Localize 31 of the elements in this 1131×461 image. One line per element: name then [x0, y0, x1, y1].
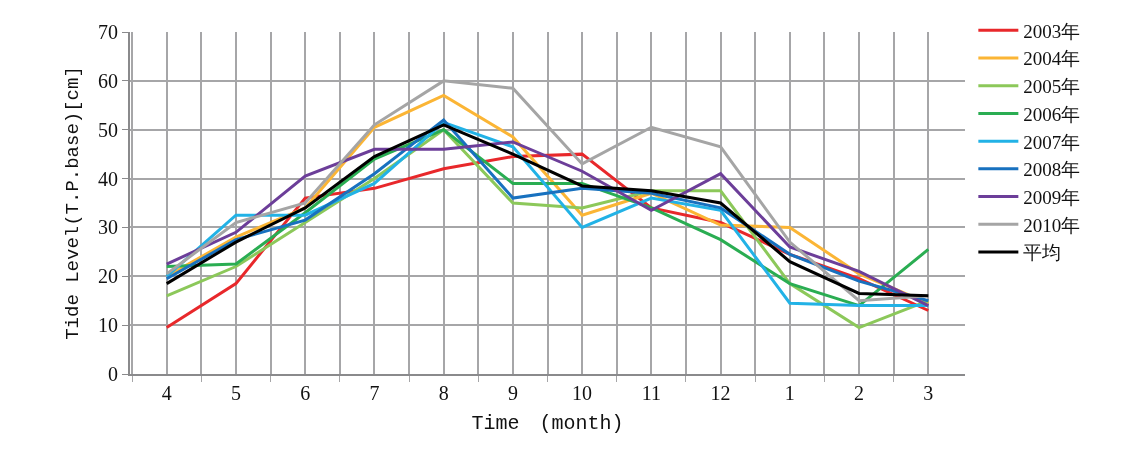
x-tick-label: 1 — [784, 382, 795, 404]
y-axis-title: Tide Level(T.P.base)[cm] — [62, 66, 85, 340]
x-tick-label: 4 — [161, 382, 172, 404]
legend-label: 平均 — [1023, 242, 1062, 264]
x-tick-label: 10 — [572, 382, 593, 404]
x-tick-label: 6 — [300, 382, 311, 404]
legend-label: 2003年 — [1023, 20, 1081, 42]
x-tick-label: 3 — [923, 382, 934, 404]
legend-label: 2006年 — [1023, 103, 1081, 125]
x-tick-label: 12 — [710, 382, 731, 404]
y-tick-label: 20 — [98, 265, 118, 288]
x-axis-title: Time (month) — [471, 412, 624, 435]
y-tick-label: 30 — [98, 216, 118, 239]
y-tick-label: 50 — [98, 118, 118, 141]
x-tick-label: 7 — [369, 382, 380, 404]
y-tick-label: 40 — [98, 167, 118, 190]
y-tick-label: 70 — [98, 21, 118, 43]
legend-label: 2009年 — [1023, 186, 1081, 208]
x-tick-label: 9 — [507, 382, 518, 404]
x-tick-label: 2 — [854, 382, 865, 404]
legend-label: 2007年 — [1023, 131, 1081, 153]
x-tick-label: 11 — [641, 382, 661, 404]
x-tick-label: 8 — [438, 382, 449, 404]
legend-label: 2004年 — [1023, 48, 1081, 70]
legend-label: 2005年 — [1023, 76, 1081, 98]
y-tick-label: 10 — [98, 314, 118, 337]
legend-label: 2008年 — [1023, 159, 1081, 181]
legend-label: 2010年 — [1023, 214, 1081, 236]
y-tick-label: 0 — [108, 363, 118, 385]
x-tick-label: 5 — [230, 382, 241, 404]
y-tick-label: 60 — [98, 69, 118, 92]
